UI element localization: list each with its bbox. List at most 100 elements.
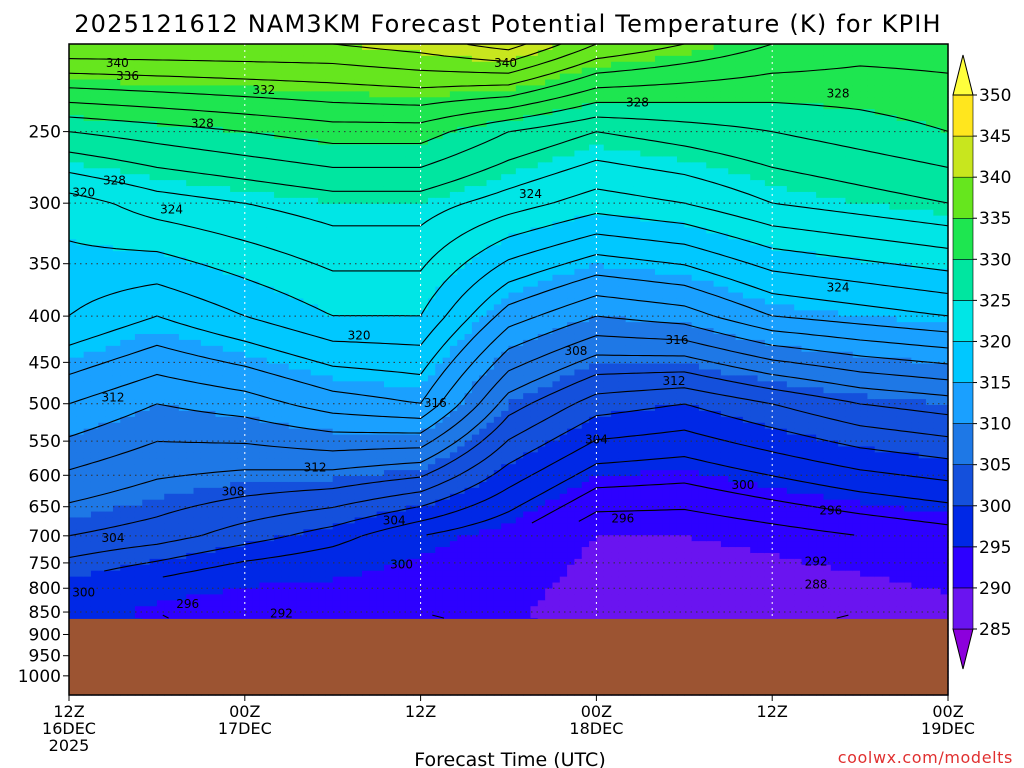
plot-grid <box>69 44 948 619</box>
y-tick-label-600: 600 <box>29 466 61 486</box>
colorbar-swatch-3 <box>952 505 974 548</box>
isentrope-322 <box>68 188 949 272</box>
colorbar-label-310: 310 <box>979 415 1011 435</box>
x-tick-label-48-0: 12Z <box>757 702 788 721</box>
footer-credit: coolwx.com/modelts <box>838 748 1013 767</box>
colorbar-label-340: 340 <box>979 168 1011 188</box>
contour-label-0: 340 <box>106 56 129 70</box>
isentrope-326 <box>68 131 949 204</box>
colorbar-label-330: 330 <box>979 250 1011 270</box>
colorbar-swatch-11 <box>952 176 974 219</box>
colorbar-swatch-8 <box>952 300 974 342</box>
y-tick-label-800: 800 <box>29 579 61 599</box>
contour-label-22: 296 <box>819 503 842 517</box>
x-tick-label-0-2: 2025 <box>49 736 90 755</box>
y-tick-label-450: 450 <box>29 353 61 373</box>
colorbar-label-295: 295 <box>979 538 1011 558</box>
colorbar: 285 290 295 300 305 310 315 320 325 330 335 340 345 3… <box>952 54 1011 670</box>
isentrope-302 <box>68 387 949 559</box>
y-tick-label-500: 500 <box>29 395 61 415</box>
y-tick-label-400: 400 <box>29 307 61 327</box>
x-tick-label-24-0: 12Z <box>405 702 436 721</box>
isentrope-304 <box>68 371 949 537</box>
x-tick-label-0-1: 16DEC <box>42 719 96 738</box>
isentrope-336 <box>68 43 685 89</box>
isentrope-324 <box>68 159 949 227</box>
x-tick-label-36-1: 18DEC <box>569 719 623 738</box>
colorbar-label-335: 335 <box>979 209 1011 229</box>
colorbar-label-320: 320 <box>979 333 1011 353</box>
y-tick-label-250: 250 <box>29 123 61 143</box>
contour-label-15: 312 <box>663 374 686 388</box>
isentrope-288 <box>836 614 849 619</box>
contour-label-28: 288 <box>805 577 828 591</box>
isentrope-308 <box>68 335 949 471</box>
y-tick-label-900: 900 <box>29 626 61 646</box>
y-tick-label-750: 750 <box>29 554 61 574</box>
contour-label-21: 300 <box>731 478 754 492</box>
isentrope-310 <box>68 315 949 438</box>
colorbar-swatch-hi <box>952 54 974 96</box>
contour-label-25: 304 <box>102 531 125 545</box>
contour-label-16: 312 <box>102 390 125 404</box>
contour-label-6: 328 <box>191 117 214 131</box>
isentrope-294 <box>162 482 949 619</box>
colorbar-label-315: 315 <box>979 374 1011 394</box>
contour-label-17: 316 <box>424 396 447 410</box>
contour-label-27: 292 <box>805 554 828 568</box>
colorbar-swatch-12 <box>952 135 974 178</box>
x-tick-label-36-0: 00Z <box>581 702 612 721</box>
isentrope-lines <box>68 43 949 619</box>
contour-label-18: 304 <box>585 433 608 447</box>
contour-label-2: 340 <box>494 56 517 70</box>
isentrope-338 <box>68 43 597 74</box>
colorbar-swatch-1 <box>952 587 974 630</box>
contour-label-20: 308 <box>222 484 245 498</box>
colorbar-swatch-5 <box>952 423 974 466</box>
colorbar-swatch-13 <box>952 94 974 137</box>
x-tick-label-12-0: 00Z <box>229 702 260 721</box>
colorbar-swatch-lo <box>952 628 974 670</box>
isentrope-318 <box>68 233 949 346</box>
contour-label-12: 320 <box>348 328 371 342</box>
colorbar-label-290: 290 <box>979 579 1011 599</box>
contour-label-26: 300 <box>390 558 413 572</box>
isentrope-330 <box>68 101 949 145</box>
isentrope-328 <box>68 116 949 168</box>
y-tick-label-1000: 1000 <box>18 667 61 687</box>
x-tick-label-12-1: 17DEC <box>218 719 272 738</box>
colorbar-label-350: 350 <box>979 86 1011 106</box>
x-tick-label-60-1: 19DEC <box>921 719 975 738</box>
colorbar-label-345: 345 <box>979 127 1011 147</box>
colorbar-swatch-7 <box>952 341 974 383</box>
isentrope-300 <box>104 403 949 572</box>
colorbar-label-305: 305 <box>979 456 1011 476</box>
colorbar-label-325: 325 <box>979 291 1011 311</box>
contour-label-3: 332 <box>252 83 275 97</box>
colorbar-swatch-4 <box>952 464 974 507</box>
theta-color-field <box>69 44 949 696</box>
colorbar-swatch-10 <box>952 217 974 260</box>
colorbar-label-285: 285 <box>979 620 1011 640</box>
contour-label-1: 336 <box>116 69 139 83</box>
isentrope-332 <box>68 65 949 124</box>
contour-label-19: 312 <box>304 460 327 474</box>
contour-label-24: 296 <box>611 512 634 526</box>
y-tick-label-950: 950 <box>29 647 61 667</box>
chart-title: 2025121612 NAM3KM Forecast Potential Tem… <box>74 10 942 38</box>
contour-label-13: 316 <box>666 333 689 347</box>
y-tick-label-850: 850 <box>29 603 61 623</box>
contour-label-31: 292 <box>270 606 293 620</box>
contour-label-9: 324 <box>160 203 183 217</box>
x-tick-label-0-0: 12Z <box>53 702 84 721</box>
y-tick-label-700: 700 <box>29 527 61 547</box>
isentrope-312 <box>68 295 949 419</box>
terrain-below-surface <box>69 618 948 695</box>
y-tick-label-350: 350 <box>29 255 61 275</box>
y-tick-label-650: 650 <box>29 498 61 518</box>
contour-label-10: 324 <box>519 187 542 201</box>
